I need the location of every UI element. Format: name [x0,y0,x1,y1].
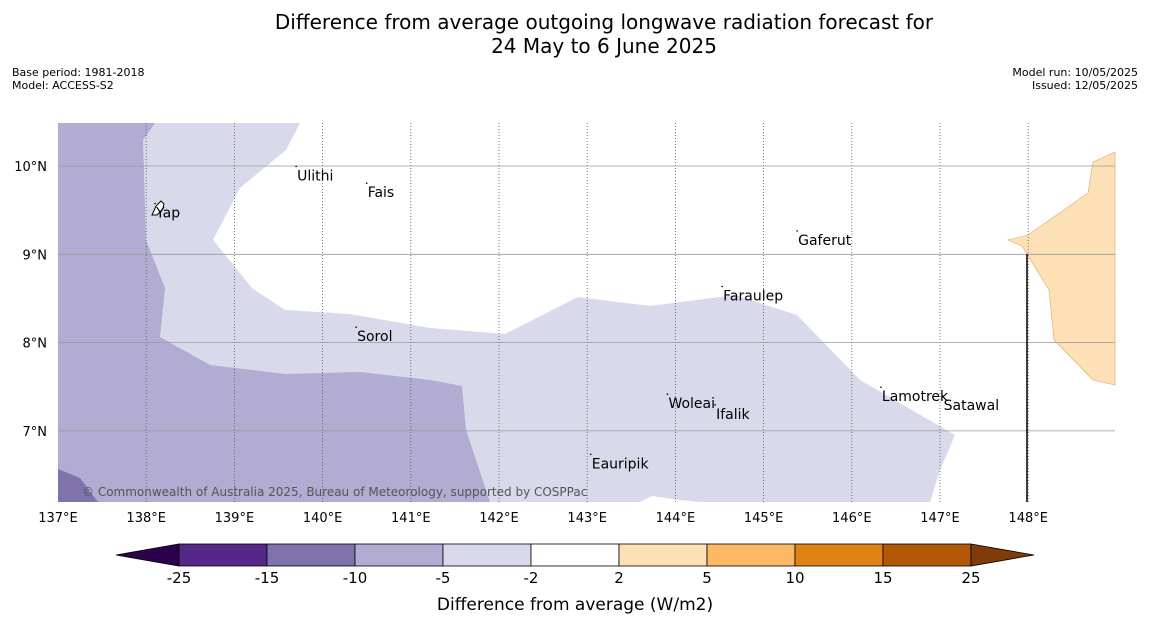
colorbar: -25 -15 -10 -5 -2 2 5 10 15 25 [115,543,1035,587]
lon-tick-label: 139°E [215,511,255,526]
colorbar-segment [530,543,620,567]
white-notch [640,496,700,502]
place-marker [941,395,944,397]
lon-tick-label: 144°E [656,511,696,526]
copyright-text: © Commonwealth of Australia 2025, Bureau… [82,485,587,499]
place-marker [666,393,669,396]
lon-tick-label: 148°E [1008,511,1048,526]
place-marker [154,202,156,205]
lat-tick-label: 7°N [23,425,48,440]
place-label: Faraulep [723,289,783,305]
issued-date: Issued: 12/05/2025 [1031,79,1138,92]
place-label: Ulithi [297,168,333,184]
colorbar-segment [266,543,356,567]
colorbar-segment [178,543,268,567]
colorbar-label: 25 [961,569,980,587]
axis-ticks: 137°E 138°E 139°E 140°E 141°E 142°E 143°E 144°E… [14,160,1048,526]
place-marker [295,165,297,168]
colorbar-label: 2 [614,569,624,587]
fill-orange [1007,151,1116,386]
colorbar-title: Difference from average (W/m2) [437,595,713,615]
model-run: Model run: 10/05/2025 [1012,66,1138,79]
place-label: Sorol [357,329,392,345]
colorbar-segment [354,543,444,567]
colorbar-arrow-high [970,543,1035,567]
colorbar-segment [618,543,708,567]
place-label: Ifalik [716,407,750,423]
lon-tick-label: 141°E [391,511,431,526]
place-label: Woleai [668,396,715,412]
place-marker [714,404,716,406]
yap-coastline [151,200,165,216]
colorbar-segment [442,543,532,567]
place-label: Lamotrek [882,389,949,405]
lon-tick-label: 145°E [744,511,784,526]
lon-tick-label: 147°E [920,511,960,526]
place-marker [355,326,357,328]
lon-tick-label: 137°E [38,511,78,526]
colorbar-label: -10 [343,569,368,587]
lon-tick-label: 142°E [479,511,519,526]
place-marker [365,182,368,184]
fill-dark-purple [58,469,98,502]
place-label: Satawal [944,398,999,414]
place-labels: Yap Ulithi Fais Gaferut Faraulep Sorol Lamotre… [154,165,999,472]
lat-tick-label: 9°N [23,248,48,263]
colorbar-label: 5 [702,569,712,587]
meta-left: Base period: 1981-2018 Model: ACCESS-S2 [12,66,144,92]
colorbar-segment [706,543,796,567]
place-label: Gaferut [798,233,852,249]
lat-tick-label: 8°N [23,337,48,352]
graticule [58,123,1115,502]
fill-purple [58,123,490,502]
colorbar-arrow-low [115,543,180,567]
map-title: Difference from average outgoing longwav… [0,10,1150,58]
colorbar-label: -5 [436,569,451,587]
lon-tick-label: 146°E [832,511,872,526]
colorbar-label: -15 [255,569,280,587]
lon-tick-label: 140°E [303,511,343,526]
place-marker [721,285,723,288]
base-period: Base period: 1981-2018 [12,66,145,79]
contour-fills [58,123,1116,502]
place-marker [796,230,798,232]
lon-tick-label: 138°E [126,511,166,526]
place-label: Yap [155,206,180,222]
place-label: Eauripik [592,456,650,472]
yap-island [151,200,165,216]
colorbar-label: -2 [524,569,539,587]
colorbar-segment [794,543,884,567]
colorbar-label: 10 [785,569,804,587]
title-line-1: Difference from average outgoing longwav… [274,10,934,34]
place-label: Fais [368,185,395,201]
place-marker [880,386,882,388]
place-marker [589,453,592,456]
meta-right: Model run: 10/05/2025 Issued: 12/05/2025 [1012,66,1138,92]
lat-tick-label: 10°N [14,160,47,175]
title-line-2: 24 May to 6 June 2025 [491,34,717,58]
colorbar-segment [882,543,972,567]
lon-tick-label: 143°E [567,511,607,526]
model-name: Model: ACCESS-S2 [12,79,114,92]
colorbar-label: -25 [167,569,192,587]
colorbar-label: 15 [873,569,892,587]
